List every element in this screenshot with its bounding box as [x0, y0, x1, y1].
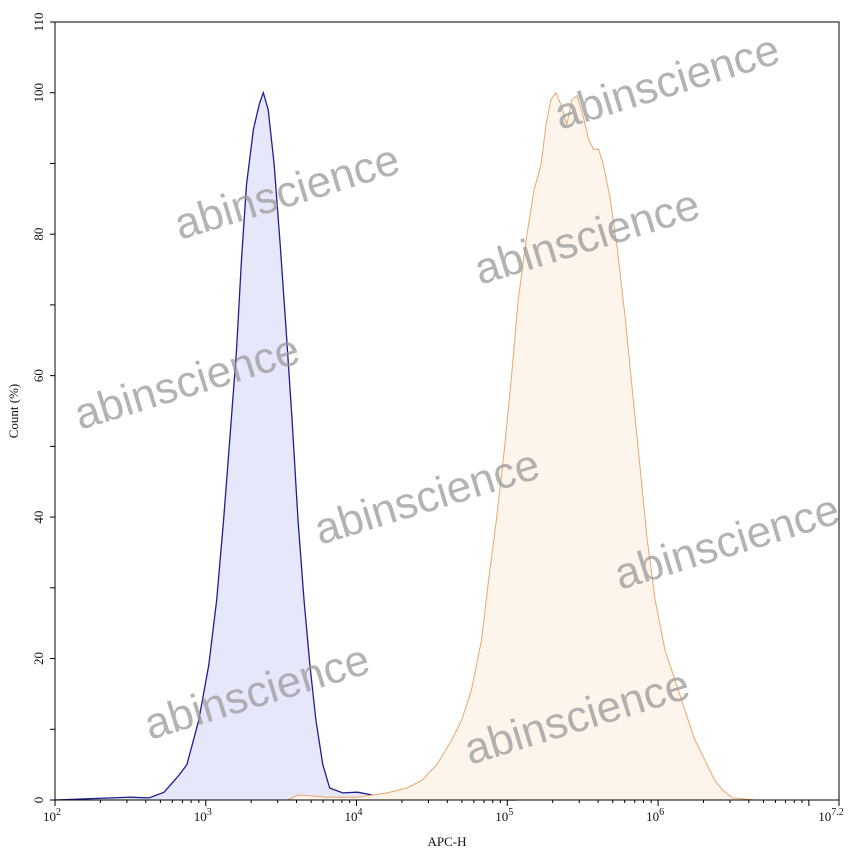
y-tick-label: 40	[31, 511, 46, 524]
watermark-text: abinscience	[609, 485, 846, 600]
series-1-fill	[288, 92, 755, 800]
x-tick-label: 106	[646, 807, 664, 824]
watermark-text: abinscience	[169, 135, 406, 250]
x-tick-label: 102	[43, 807, 61, 824]
x-tick-label: 104	[345, 807, 363, 824]
x-tick-label: 105	[495, 807, 513, 824]
watermark-text: abinscience	[549, 25, 786, 140]
series-0-line	[54, 90, 517, 801]
y-tick-label: 0	[31, 797, 46, 804]
y-tick-label: 20	[31, 652, 46, 665]
series-0-fill	[55, 92, 517, 800]
x-tick-label: 107.2	[818, 807, 844, 824]
x-axis-label: APC-H	[427, 834, 466, 849]
x-tick-label: 103	[194, 807, 212, 824]
series-1-line	[287, 91, 755, 801]
y-tick-label: 100	[31, 83, 46, 103]
y-tick-label: 80	[31, 228, 46, 241]
watermark-layer: abinscienceabinscienceabinscienceabinsci…	[69, 25, 846, 775]
y-tick-label: 110	[31, 12, 46, 31]
y-axis-label: Count (%)	[6, 384, 21, 439]
y-tick-label: 60	[31, 369, 46, 382]
series-layer	[54, 90, 755, 801]
axis-layer: 0 20 40 60 80 100 110 102 103 104 105 106 107.2	[31, 12, 844, 824]
